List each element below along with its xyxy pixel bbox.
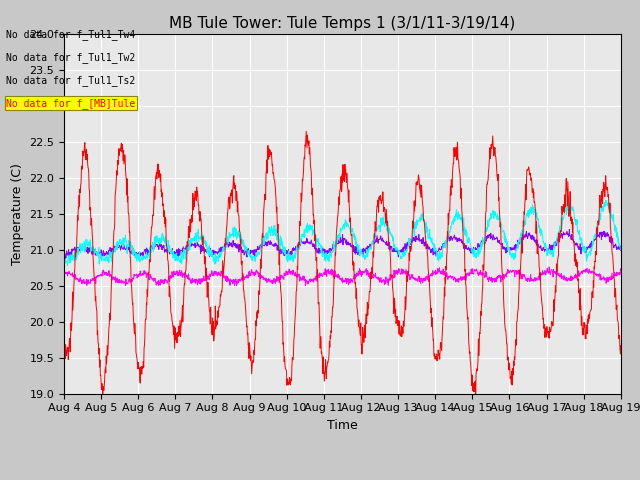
Line: Tul1_Ts-32cm: Tul1_Ts-32cm <box>64 267 621 286</box>
Tul1_Ts-8cm <box>171 252 179 257</box>
Tul1_Ts-16cm <box>61 256 69 262</box>
Tul1_Ts-16cm <box>617 243 625 249</box>
Line: Tul1_Ts-8cm: Tul1_Ts-8cm <box>64 200 621 265</box>
Tul1_Ts-16cm <box>60 254 68 260</box>
Tul1_Ts-8cm <box>502 240 509 246</box>
Tul1_Tw+10cm <box>502 334 510 340</box>
Line: Tul1_Tw+10cm: Tul1_Tw+10cm <box>64 131 621 397</box>
Tul1_Ts-32cm <box>184 273 191 279</box>
Y-axis label: Temperature (C): Temperature (C) <box>11 163 24 264</box>
Legend: Tul1_Tw+10cm, Tul1_Ts-8cm, Tul1_Ts-16cm, Tul1_Ts-32cm: Tul1_Tw+10cm, Tul1_Ts-8cm, Tul1_Ts-16cm,… <box>122 476 563 480</box>
Tul1_Ts-32cm <box>617 267 625 273</box>
Text: No data for f_[MB]Tule: No data for f_[MB]Tule <box>6 98 136 109</box>
Tul1_Ts-16cm <box>502 250 509 256</box>
Tul1_Ts-16cm <box>184 242 192 248</box>
Tul1_Ts-16cm <box>171 249 179 254</box>
Tul1_Ts-8cm <box>246 252 254 257</box>
Tul1_Tw+10cm <box>99 394 106 400</box>
Tul1_Ts-16cm <box>246 247 254 253</box>
Tul1_Tw+10cm <box>184 235 192 241</box>
Tul1_Ts-8cm <box>551 241 559 247</box>
Text: No data for f_Tul1_Ts2: No data for f_Tul1_Ts2 <box>6 75 136 86</box>
Tul1_Ts-16cm <box>551 239 559 245</box>
Tul1_Ts-32cm <box>502 273 509 278</box>
X-axis label: Time: Time <box>327 419 358 432</box>
Title: MB Tule Tower: Tule Temps 1 (3/1/11-3/19/14): MB Tule Tower: Tule Temps 1 (3/1/11-3/19… <box>169 16 516 31</box>
Tul1_Tw+10cm <box>429 336 437 342</box>
Tul1_Ts-8cm <box>60 256 68 262</box>
Tul1_Ts-16cm <box>429 252 437 258</box>
Tul1_Tw+10cm <box>552 283 559 288</box>
Tul1_Tw+10cm <box>60 351 68 357</box>
Text: No data for f_Tul1_Tw2: No data for f_Tul1_Tw2 <box>6 52 136 63</box>
Text: No data for f_Tul1_Tw4: No data for f_Tul1_Tw4 <box>6 29 136 40</box>
Tul1_Ts-8cm <box>602 197 609 203</box>
Tul1_Ts-8cm <box>617 247 625 252</box>
Tul1_Ts-32cm <box>429 270 437 276</box>
Tul1_Ts-8cm <box>63 263 71 268</box>
Tul1_Ts-32cm <box>233 283 241 288</box>
Tul1_Tw+10cm <box>171 346 179 351</box>
Tul1_Ts-16cm <box>566 227 573 232</box>
Tul1_Ts-32cm <box>60 270 68 276</box>
Tul1_Ts-32cm <box>170 271 178 277</box>
Tul1_Ts-32cm <box>552 269 559 275</box>
Line: Tul1_Ts-16cm: Tul1_Ts-16cm <box>64 229 621 259</box>
Tul1_Tw+10cm <box>246 358 254 363</box>
Tul1_Ts-8cm <box>429 240 437 246</box>
Tul1_Ts-8cm <box>184 247 192 253</box>
Tul1_Ts-32cm <box>545 264 553 270</box>
Tul1_Ts-32cm <box>246 272 254 278</box>
Tul1_Tw+10cm <box>617 343 625 348</box>
Tul1_Tw+10cm <box>302 128 310 134</box>
